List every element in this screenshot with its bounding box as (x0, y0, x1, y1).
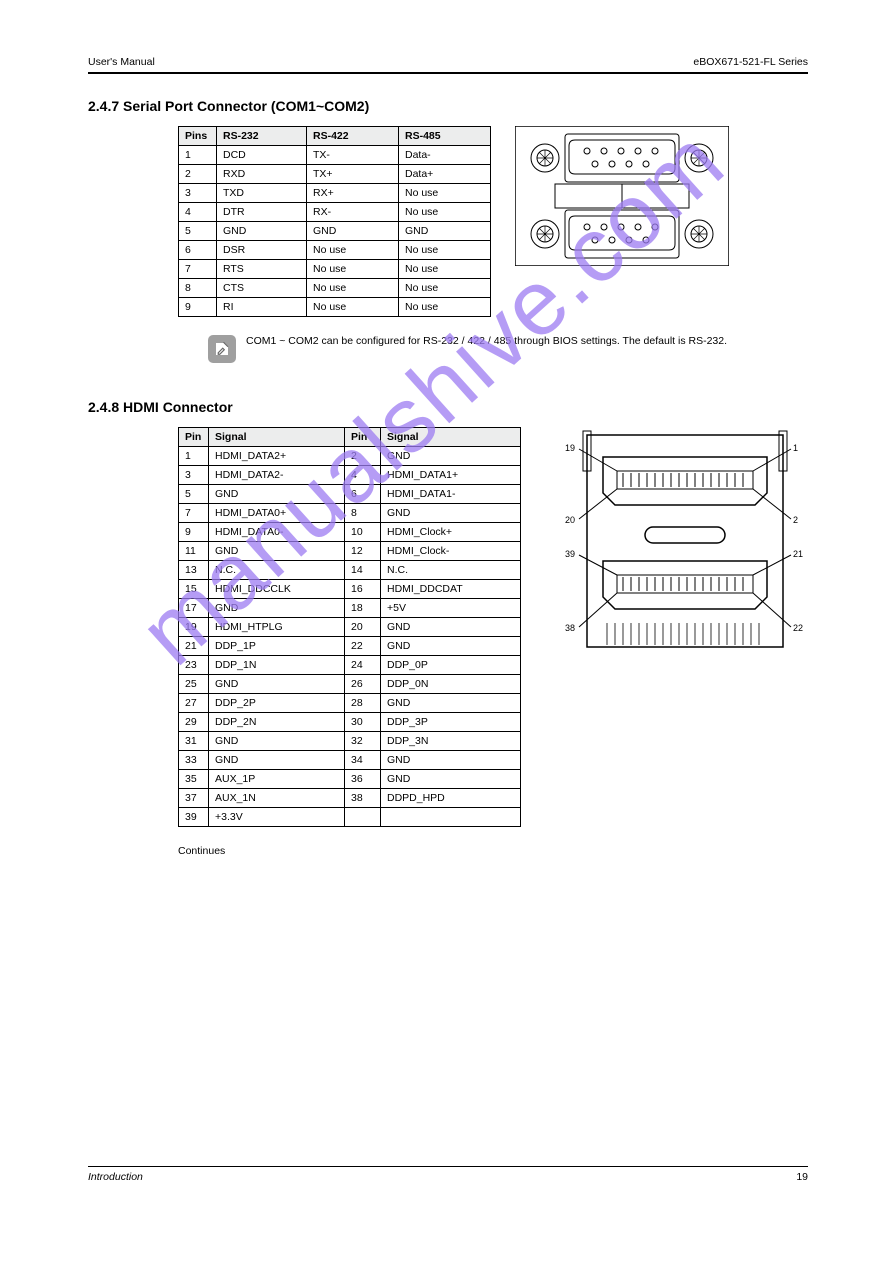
footer-page-number: 19 (796, 1171, 808, 1183)
db9-connector-illustration (515, 126, 729, 271)
footer-left: Introduction (88, 1171, 143, 1183)
section2-title: 2.4.8 HDMI Connector (88, 399, 808, 415)
table-row: 19HDMI_HTPLG20GND (179, 618, 521, 637)
table-header: Signal (381, 428, 521, 447)
table-row: 27DDP_2P28GND (179, 694, 521, 713)
table-row: 1HDMI_DATA2+2GND (179, 447, 521, 466)
table-row: 7HDMI_DATA0+8GND (179, 504, 521, 523)
page-body: User's Manual eBOX671-521-FL Series 2.4.… (88, 56, 808, 857)
table-row: 9RINo useNo use (179, 298, 491, 317)
pin-label-22: 22 (793, 623, 803, 633)
table-row: 3TXDRX+No use (179, 184, 491, 203)
table-header: Pin (345, 428, 381, 447)
table-row: 7RTSNo useNo use (179, 260, 491, 279)
header-right: eBOX671-521-FL Series (693, 56, 808, 68)
table-row: 4DTRRX-No use (179, 203, 491, 222)
table-row: 13N.C.14N.C. (179, 561, 521, 580)
table-header: RS-422 (307, 127, 399, 146)
table-row: 33GND34GND (179, 751, 521, 770)
table-header: Signal (209, 428, 345, 447)
table-row: 31GND32DDP_3N (179, 732, 521, 751)
table-row: 5GND6HDMI_DATA1- (179, 485, 521, 504)
table-header: RS-232 (217, 127, 307, 146)
section1-title: 2.4.7 Serial Port Connector (COM1~COM2) (88, 98, 808, 114)
pin-label-21: 21 (793, 549, 803, 559)
table-row: 37AUX_1N38DDPD_HPD (179, 789, 521, 808)
footer-rule (88, 1166, 808, 1167)
note-icon (208, 335, 236, 363)
pin-label-19: 19 (565, 443, 575, 453)
continues-text: Continues (178, 845, 808, 857)
pin-label-2: 2 (793, 515, 798, 525)
table-row: 8CTSNo useNo use (179, 279, 491, 298)
page-footer: Introduction 19 (88, 1166, 808, 1183)
table-header: RS-485 (399, 127, 491, 146)
table-row: 23DDP_1N24DDP_0P (179, 656, 521, 675)
table-row: 29DDP_2N30DDP_3P (179, 713, 521, 732)
pin-label-20: 20 (565, 515, 575, 525)
header-left: User's Manual (88, 56, 155, 68)
table-row: 1DCDTX-Data- (179, 146, 491, 165)
pin-label-39: 39 (565, 549, 575, 559)
page-header: User's Manual eBOX671-521-FL Series (88, 56, 808, 68)
note-text: COM1 ~ COM2 can be configured for RS-232… (246, 335, 727, 347)
hdmi-table: PinSignalPinSignal1HDMI_DATA2+2GND3HDMI_… (178, 427, 521, 827)
serial-port-table: PinsRS-232RS-422RS-4851DCDTX-Data-2RXDTX… (178, 126, 491, 317)
table-header: Pins (179, 127, 217, 146)
table-row: 3HDMI_DATA2-4HDMI_DATA1+ (179, 466, 521, 485)
table-row: 17GND18+5V (179, 599, 521, 618)
table-row: 6DSRNo useNo use (179, 241, 491, 260)
pin-label-1: 1 (793, 443, 798, 453)
header-rule (88, 72, 808, 74)
note-block: COM1 ~ COM2 can be configured for RS-232… (208, 335, 808, 363)
table-row: 35AUX_1P36GND (179, 770, 521, 789)
pin-label-38: 38 (565, 623, 575, 633)
table-row: 2RXDTX+Data+ (179, 165, 491, 184)
table-row: 21DDP_1P22GND (179, 637, 521, 656)
hdmi-dp-connector-illustration: 19 1 20 2 39 21 38 22 (545, 427, 759, 662)
table-row: 5GNDGNDGND (179, 222, 491, 241)
table-row: 9HDMI_DATA0-10HDMI_Clock+ (179, 523, 521, 542)
table-row: 15HDMI_DDCCLK16HDMI_DDCDAT (179, 580, 521, 599)
section2-body: PinSignalPinSignal1HDMI_DATA2+2GND3HDMI_… (178, 427, 808, 827)
table-row: 39+3.3V (179, 808, 521, 827)
section1-body: PinsRS-232RS-422RS-4851DCDTX-Data-2RXDTX… (178, 126, 808, 317)
table-row: 25GND26DDP_0N (179, 675, 521, 694)
table-row: 11GND12HDMI_Clock- (179, 542, 521, 561)
table-header: Pin (179, 428, 209, 447)
